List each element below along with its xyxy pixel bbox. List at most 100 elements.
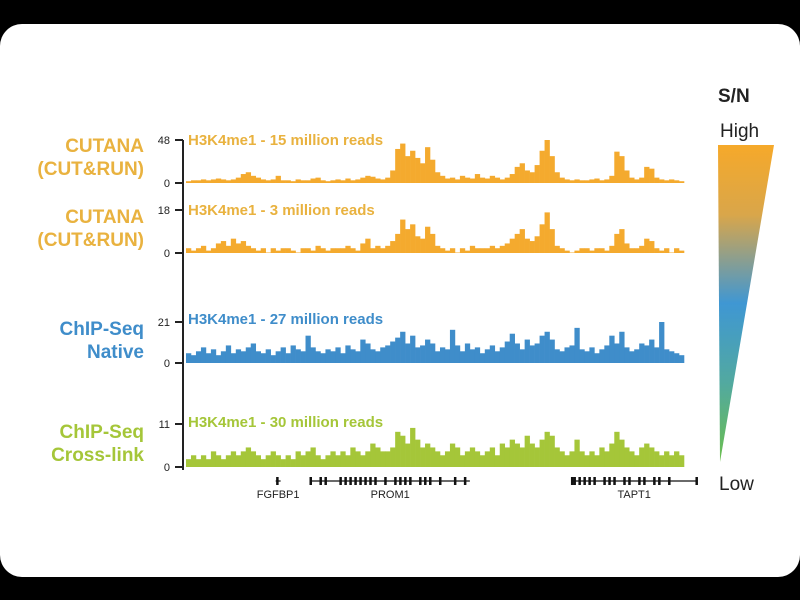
signal-bar: [679, 181, 684, 183]
signal-bar: [505, 447, 510, 467]
signal-bar: [599, 248, 604, 253]
signal-bar: [579, 248, 584, 253]
signal-bar: [415, 158, 420, 183]
signal-bar: [530, 241, 535, 253]
signal-bar: [286, 353, 291, 363]
signal-bar: [649, 169, 654, 183]
signal-bar: [201, 179, 206, 183]
signal-bar: [435, 172, 440, 183]
signal-bar: [599, 447, 604, 467]
signal-bar: [340, 248, 345, 253]
signal-bar: [430, 343, 435, 363]
signal-bar: [535, 447, 540, 467]
signal-bar: [495, 248, 500, 253]
signal-bar: [624, 243, 629, 253]
signal-bar: [340, 353, 345, 363]
signal-bar: [320, 459, 325, 467]
signal-bar: [241, 451, 246, 467]
signal-bar: [475, 347, 480, 363]
exon: [369, 477, 372, 485]
signal-bar: [370, 248, 375, 253]
signal-bar: [614, 234, 619, 253]
signal-bar: [226, 246, 231, 253]
exon: [603, 477, 606, 485]
signal-bar: [350, 248, 355, 253]
signal-bar: [345, 455, 350, 467]
signal-bar: [390, 342, 395, 363]
exon: [404, 477, 407, 485]
signal-bar: [634, 179, 639, 183]
signal-bar: [415, 440, 420, 467]
signal-bar: [256, 178, 261, 183]
signal-bar: [315, 455, 320, 467]
signal-bar: [455, 447, 460, 467]
signal-bar: [241, 351, 246, 363]
signal-bar: [535, 165, 540, 183]
signal-bar: [211, 248, 216, 253]
signal-bar: [614, 432, 619, 467]
y-tick-label: 0: [164, 462, 170, 474]
signal-bar: [480, 353, 485, 363]
signal-bar: [226, 345, 231, 363]
signal-bar: [420, 345, 425, 363]
signal-bar: [206, 180, 211, 183]
signal-bar: [271, 248, 276, 253]
signal-bar: [465, 343, 470, 363]
exon: [668, 477, 671, 485]
signal-bar: [340, 180, 345, 183]
signal-bar: [221, 459, 226, 467]
signal-bar: [495, 178, 500, 183]
signal-bar: [360, 243, 365, 253]
y-tick-label: 0: [164, 178, 170, 190]
exon: [374, 477, 377, 485]
signal-bar: [191, 180, 196, 183]
signal-bar: [281, 248, 286, 253]
signal-bar: [654, 178, 659, 183]
exon: [399, 477, 402, 485]
signal-bar: [564, 347, 569, 363]
signal-bar: [315, 246, 320, 253]
exon: [583, 477, 586, 485]
signal-bar: [560, 351, 565, 363]
signal-bar: [674, 180, 679, 183]
signal-bar: [639, 246, 644, 253]
signal-bar: [251, 248, 256, 253]
signal-bar: [440, 347, 445, 363]
signal-bar: [291, 459, 296, 467]
signal-bar: [485, 349, 490, 363]
signal-bar: [330, 451, 335, 467]
legend-title: S/N: [718, 86, 750, 108]
signal-bar: [639, 178, 644, 183]
signal-bar: [644, 444, 649, 467]
signal-bar: [271, 451, 276, 467]
signal-bar: [400, 220, 405, 253]
signal-bar: [540, 336, 545, 363]
signal-bar: [560, 451, 565, 467]
signal-bar: [545, 212, 550, 253]
signal-bar: [520, 163, 525, 183]
signal-bar: [355, 351, 360, 363]
signal-bar: [515, 444, 520, 467]
signal-bar: [510, 334, 515, 363]
signal-bar: [460, 176, 465, 183]
signal-bar: [669, 455, 674, 467]
signal-bar: [226, 180, 231, 183]
signal-bar: [375, 351, 380, 363]
signal-bar: [490, 447, 495, 467]
y-tick-label: 18: [158, 205, 170, 217]
signal-bar: [350, 349, 355, 363]
signal-bar: [425, 227, 430, 253]
signal-bar: [609, 444, 614, 467]
signal-bar: [395, 432, 400, 467]
signal-bar: [236, 455, 241, 467]
track-title-2: H3K4me1 - 3 million reads: [188, 202, 375, 219]
signal-bar: [555, 349, 560, 363]
signal-bar: [450, 330, 455, 363]
signal-bar: [266, 253, 271, 254]
signal-bar: [664, 180, 669, 183]
signal-bar: [400, 332, 405, 363]
signal-bar: [589, 347, 594, 363]
signal-bar: [495, 455, 500, 467]
signal-bar: [231, 451, 236, 467]
exon: [339, 477, 342, 485]
